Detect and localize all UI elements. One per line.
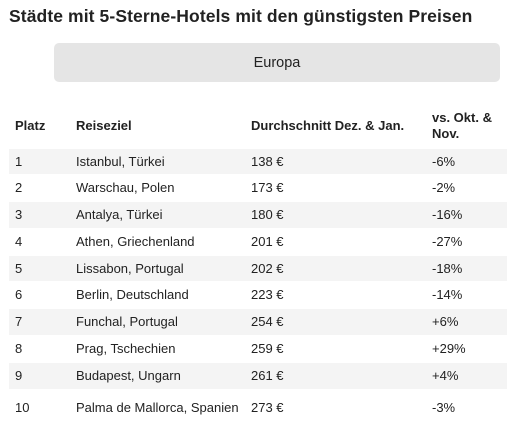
- cell-average-price: 202 €: [245, 254, 426, 282]
- cell-change: +4%: [426, 361, 507, 390]
- column-header-vergleich: vs. Okt. & Nov.: [426, 105, 507, 149]
- column-header-platz: Platz: [9, 105, 70, 149]
- table-row: 2 Warschau, Polen 173 € -2%: [9, 174, 507, 202]
- table-row: 4 Athen, Griechenland 201 € -27%: [9, 227, 507, 256]
- cell-change: -14%: [426, 281, 507, 309]
- table-header-row: Platz Reiseziel Durchschnitt Dez. & Jan.…: [9, 105, 507, 149]
- cell-rank: 5: [9, 254, 70, 282]
- cell-change: +29%: [426, 335, 507, 363]
- table-body: 1 Istanbul, Türkei 138 € -6% 2 Warschau,…: [9, 147, 507, 427]
- table-row: 1 Istanbul, Türkei 138 € -6%: [9, 147, 507, 175]
- page-title: Städte mit 5-Sterne-Hotels mit den günst…: [9, 6, 473, 26]
- cell-destination: Istanbul, Türkei: [70, 147, 245, 175]
- cell-rank: 6: [9, 281, 70, 309]
- cell-average-price: 201 €: [245, 227, 426, 256]
- cell-destination: Budapest, Ungarn: [70, 361, 245, 390]
- cell-destination: Prag, Tschechien: [70, 335, 245, 363]
- table-row: 7 Funchal, Portugal 254 € +6%: [9, 308, 507, 336]
- table-row: 8 Prag, Tschechien 259 € +29%: [9, 335, 507, 363]
- cell-average-price: 223 €: [245, 281, 426, 309]
- cell-rank: 4: [9, 227, 70, 256]
- cell-destination: Berlin, Deutschland: [70, 281, 245, 309]
- cell-average-price: 259 €: [245, 335, 426, 363]
- table-row: 10 Palma de Mallorca, Spanien 273 € -3%: [9, 388, 507, 427]
- table-row: 6 Berlin, Deutschland 223 € -14%: [9, 281, 507, 309]
- cell-destination: Funchal, Portugal: [70, 308, 245, 336]
- table-header: Platz Reiseziel Durchschnitt Dez. & Jan.…: [9, 105, 507, 149]
- tab-europa[interactable]: Europa: [54, 43, 500, 82]
- cell-average-price: 180 €: [245, 201, 426, 229]
- table-row: 3 Antalya, Türkei 180 € -16%: [9, 201, 507, 229]
- cell-average-price: 254 €: [245, 308, 426, 336]
- table-row: 9 Budapest, Ungarn 261 € +4%: [9, 361, 507, 390]
- cell-change: -6%: [426, 147, 507, 175]
- cell-rank: 1: [9, 147, 70, 175]
- cell-rank: 7: [9, 308, 70, 336]
- cell-change: -16%: [426, 201, 507, 229]
- cell-destination: Athen, Griechenland: [70, 227, 245, 256]
- cell-rank: 2: [9, 174, 70, 202]
- cell-rank: 8: [9, 335, 70, 363]
- cell-average-price: 273 €: [245, 388, 426, 427]
- cell-rank: 10: [9, 388, 70, 427]
- cell-destination: Palma de Mallorca, Spanien: [70, 388, 245, 427]
- column-header-reiseziel: Reiseziel: [70, 105, 245, 149]
- cell-change: -27%: [426, 227, 507, 256]
- cell-destination: Warschau, Polen: [70, 174, 245, 202]
- cell-rank: 3: [9, 201, 70, 229]
- cell-change: +6%: [426, 308, 507, 336]
- cell-change: -18%: [426, 254, 507, 282]
- cell-change: -3%: [426, 388, 507, 427]
- cell-destination: Antalya, Türkei: [70, 201, 245, 229]
- cell-average-price: 173 €: [245, 174, 426, 202]
- hotel-price-table: Platz Reiseziel Durchschnitt Dez. & Jan.…: [9, 105, 507, 427]
- column-header-durchschnitt: Durchschnitt Dez. & Jan.: [245, 105, 426, 149]
- cell-change: -2%: [426, 174, 507, 202]
- cell-destination: Lissabon, Portugal: [70, 254, 245, 282]
- cell-rank: 9: [9, 361, 70, 390]
- cell-average-price: 138 €: [245, 147, 426, 175]
- cell-average-price: 261 €: [245, 361, 426, 390]
- table-row: 5 Lissabon, Portugal 202 € -18%: [9, 254, 507, 282]
